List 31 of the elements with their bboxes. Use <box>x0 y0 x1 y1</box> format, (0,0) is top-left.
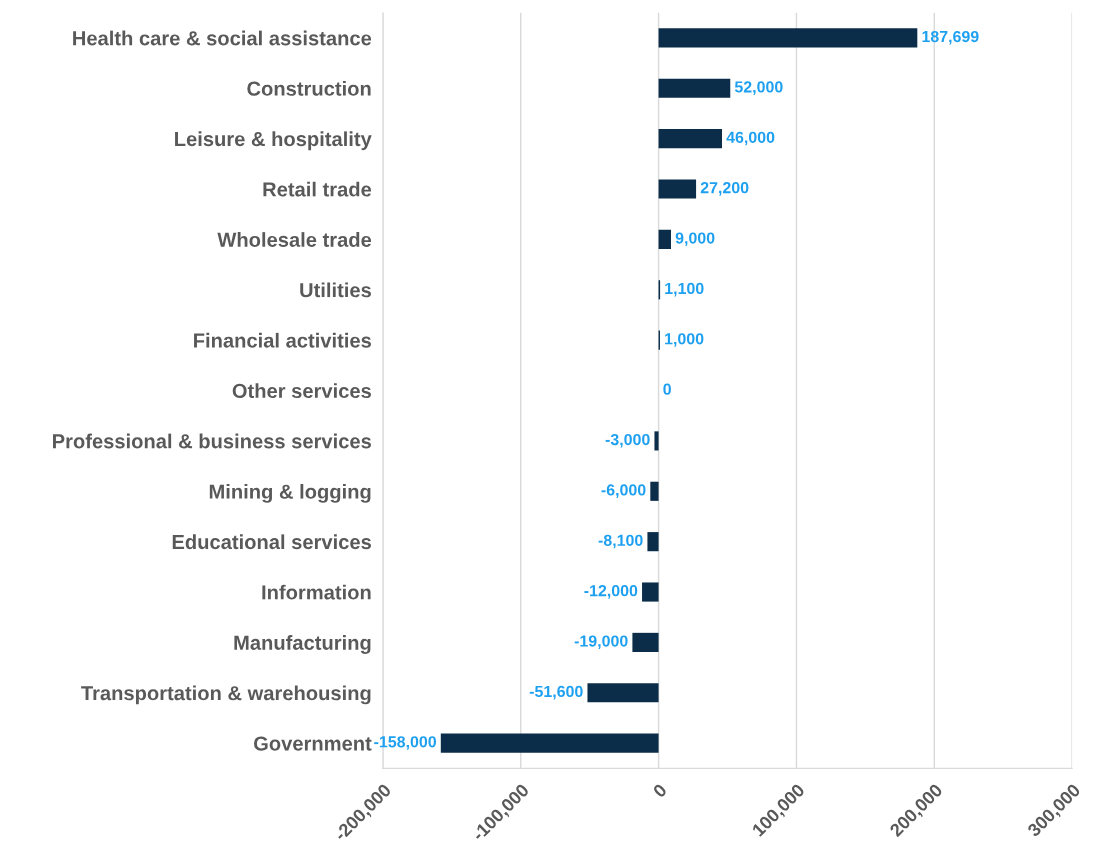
data-label: -6,000 <box>601 484 646 498</box>
data-label: -3,000 <box>605 433 650 448</box>
data-label: 1,000 <box>665 333 704 347</box>
y-tick-label: Construction <box>247 81 371 96</box>
data-label: 46,000 <box>726 131 775 146</box>
y-tick-label: Utilities <box>300 282 371 298</box>
data-label: 9,000 <box>675 232 715 247</box>
x-tick-label: 0 <box>652 783 668 799</box>
data-label: -19,000 <box>574 635 628 650</box>
data-label: 27,200 <box>700 182 749 196</box>
data-label: -51,600 <box>529 685 583 700</box>
data-label: 52,000 <box>734 81 783 95</box>
y-tick-label: Mining & logging <box>209 483 371 503</box>
y-tick-label: Retail trade <box>263 181 372 197</box>
y-tick-label: Health care & social assistance <box>73 30 372 46</box>
y-tick-label: Financial activities <box>194 332 371 348</box>
data-label: 1,100 <box>665 282 704 297</box>
data-label: 0 <box>663 383 671 395</box>
y-tick-label: Leisure & hospitality <box>175 131 372 151</box>
data-label: -8,100 <box>598 534 643 549</box>
y-tick-label: Transportation & warehousing <box>81 685 371 705</box>
data-label: 187,699 <box>922 30 979 45</box>
y-tick-label: Other services <box>232 383 371 399</box>
y-tick-label: Government <box>254 736 372 751</box>
data-label: -158,000 <box>374 736 437 750</box>
y-tick-label: Manufacturing <box>234 635 371 654</box>
data-label: -12,000 <box>584 585 638 599</box>
y-tick-label: Information <box>262 584 371 600</box>
y-tick-label: Wholesale trade <box>217 232 372 247</box>
y-tick-label: Professional & business services <box>53 433 371 449</box>
y-tick-label: Educational services <box>172 534 371 550</box>
